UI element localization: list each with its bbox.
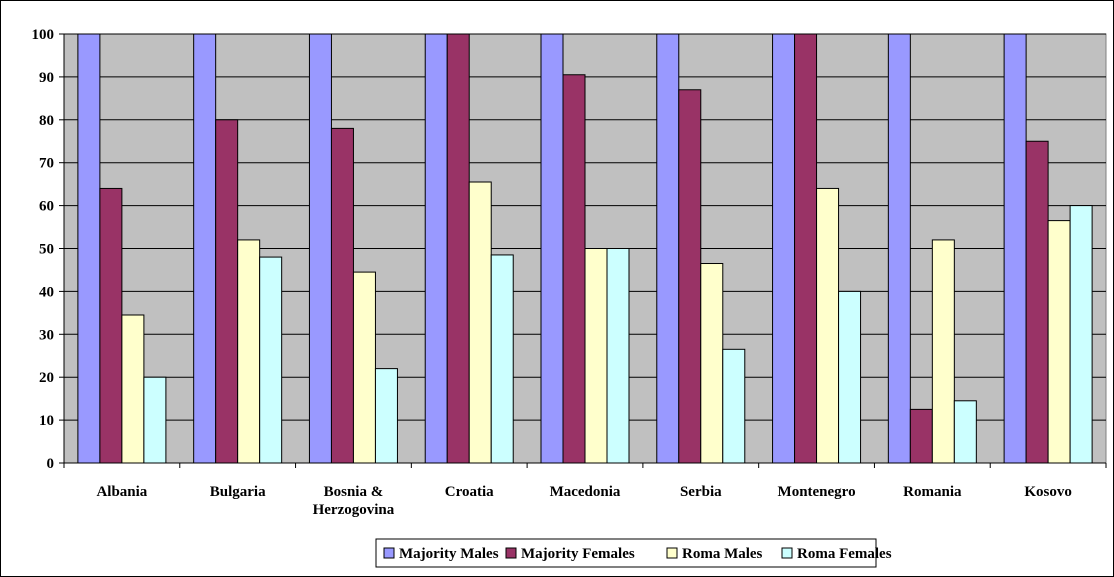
- legend-swatch: [666, 547, 678, 559]
- bar-majority-females-5: [678, 89, 702, 464]
- bar-roma-females-1: [259, 256, 283, 464]
- bar-roma-males-1: [237, 239, 261, 464]
- bar-roma-males-3: [468, 181, 492, 464]
- bar-roma-females-7: [953, 400, 977, 464]
- y-tick-label: 80: [39, 113, 54, 129]
- x-tick-label-line: Albania: [96, 484, 147, 500]
- x-tick-label: Kosovo: [1024, 484, 1072, 500]
- x-tick-label: Montenegro: [778, 484, 856, 500]
- x-tick-label-line: Bosnia &: [324, 484, 384, 500]
- legend-label: Majority Females: [521, 546, 635, 562]
- bar-majority-females-0: [99, 187, 123, 464]
- x-tick-label: Serbia: [680, 484, 722, 500]
- y-tick-label: 10: [39, 413, 54, 429]
- legend-label: Roma Females: [797, 546, 892, 562]
- x-tick-label-line: Romania: [903, 484, 962, 500]
- x-tick-label-line: Kosovo: [1024, 484, 1072, 500]
- bar-majority-males-4: [540, 33, 564, 464]
- y-tick-label: 60: [39, 199, 54, 215]
- bar-roma-females-4: [606, 248, 630, 464]
- bar-roma-females-3: [490, 254, 514, 464]
- y-tick-label: 30: [39, 327, 54, 343]
- y-tick-label: 50: [39, 242, 54, 258]
- bar-majority-females-6: [794, 33, 818, 464]
- legend: Majority Males Majority Females Roma Males…: [375, 538, 892, 568]
- bar-roma-males-7: [931, 239, 955, 464]
- x-tick-label-line: Serbia: [680, 484, 722, 500]
- y-tick-label: 70: [39, 156, 54, 172]
- bar-roma-females-0: [143, 376, 167, 464]
- legend-label: Roma Males: [682, 546, 763, 562]
- y-axis-ticks: 0 10 20 30 40 50 60 70 80 90 100: [32, 27, 64, 472]
- bar-majority-males-1: [193, 33, 217, 464]
- x-tick-label-line: Montenegro: [778, 484, 856, 500]
- x-tick-label-line: Herzogovina: [313, 502, 395, 518]
- x-tick-label: Bosnia & Herzogovina: [313, 484, 395, 518]
- bar-majority-females-3: [446, 33, 470, 464]
- x-tick-label: Macedonia: [550, 484, 621, 500]
- bar-roma-males-6: [816, 187, 840, 464]
- bar-majority-males-2: [308, 33, 332, 464]
- x-tick-label: Bulgaria: [210, 484, 266, 500]
- x-tick-label: Albania: [96, 484, 147, 500]
- bar-majority-females-2: [330, 127, 354, 464]
- bars: [77, 33, 1093, 464]
- x-tick-label-line: Bulgaria: [210, 484, 266, 500]
- bar-majority-males-6: [772, 33, 796, 464]
- bar-roma-females-5: [722, 348, 746, 464]
- legend-swatch: [505, 547, 517, 559]
- y-tick-label: 100: [32, 27, 55, 43]
- bar-roma-females-2: [374, 368, 398, 464]
- bar-roma-males-5: [700, 263, 724, 464]
- bar-majority-males-0: [77, 33, 101, 464]
- x-tick-label-line: Macedonia: [550, 484, 621, 500]
- x-tick-label: Croatia: [445, 484, 494, 500]
- legend-swatch: [383, 547, 395, 559]
- bar-majority-males-8: [1003, 33, 1027, 464]
- y-tick-label: 20: [39, 370, 54, 386]
- bar-roma-females-8: [1069, 205, 1093, 464]
- y-tick-label: 40: [39, 284, 54, 300]
- axes: [63, 34, 1107, 468]
- legend-swatch: [781, 547, 793, 559]
- legend-box: [375, 538, 877, 568]
- bar-roma-males-2: [352, 271, 376, 464]
- y-tick-label: 90: [39, 70, 54, 86]
- bar-majority-males-7: [887, 33, 911, 464]
- bar-majority-females-1: [215, 119, 239, 464]
- x-tick-label: Romania: [903, 484, 962, 500]
- bar-majority-males-3: [424, 33, 448, 464]
- bar-roma-females-6: [838, 290, 862, 464]
- x-axis-labels: Albania Bulgaria Bosnia & Herzogovina Croati…: [96, 484, 1071, 518]
- bar-roma-males-4: [584, 248, 608, 464]
- bar-roma-males-8: [1047, 220, 1071, 464]
- y-tick-label: 0: [47, 456, 55, 472]
- bar-majority-females-8: [1025, 140, 1049, 464]
- bar-roma-males-0: [121, 314, 145, 464]
- bar-majority-males-5: [656, 33, 680, 464]
- x-tick-label-line: Croatia: [445, 484, 494, 500]
- legend-label: Majority Males: [399, 546, 499, 562]
- bar-majority-females-7: [909, 408, 933, 464]
- bar-majority-females-4: [562, 74, 586, 464]
